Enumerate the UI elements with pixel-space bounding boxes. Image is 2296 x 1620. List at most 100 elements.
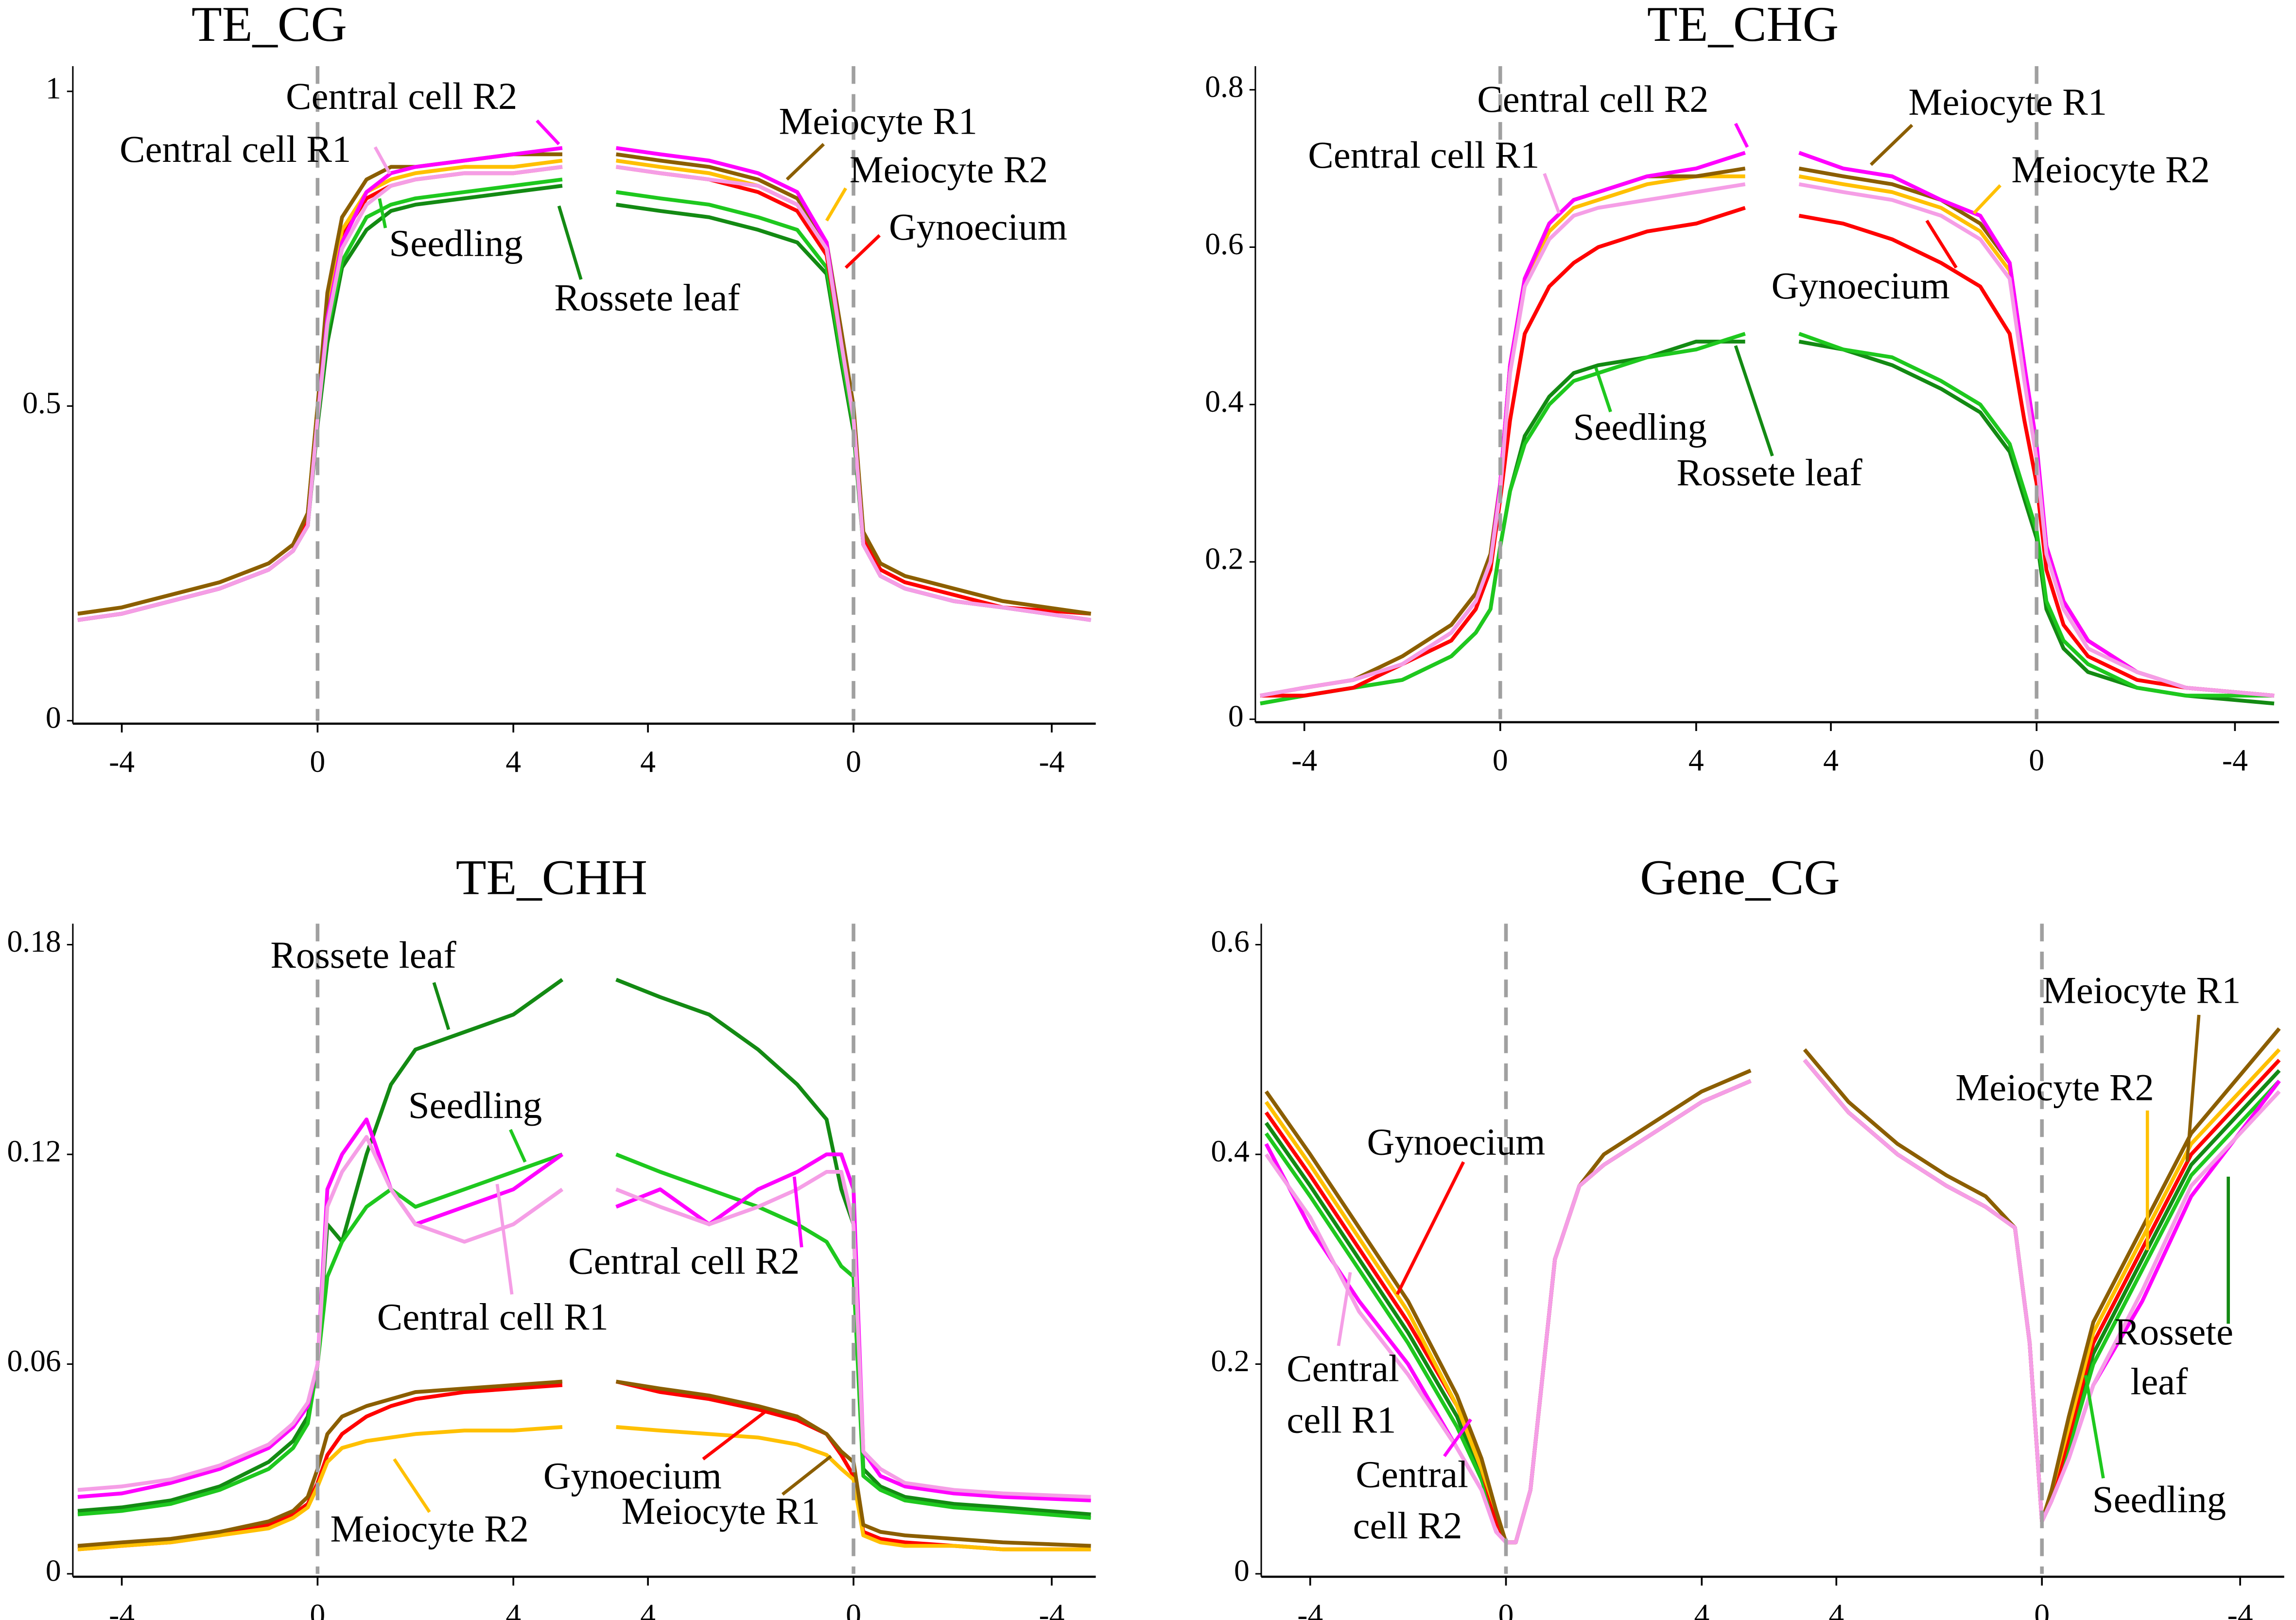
x-tick-label: 4 [505,744,521,779]
annotation: Central [1356,1453,1468,1496]
annotation: Central cell R2 [568,1240,800,1283]
y-tick-label: 1 [46,71,61,105]
annotation: Gynoecium [1367,1121,1545,1163]
x-tick-label: -4 [2227,1597,2253,1620]
pointer-line [785,143,825,181]
x-tick-label: -4 [1297,1597,1323,1620]
series-line [77,1152,1091,1520]
pointer-line [2084,1375,2105,1479]
annotation: Meiocyte R2 [2011,149,2210,191]
annotation: Central [1287,1347,1399,1390]
annotation: Meiocyte R1 [2042,970,2241,1012]
pointer-line [1395,1161,1465,1295]
annotation: Meiocyte R1 [622,1490,820,1533]
y-tick-label: 0.18 [7,924,61,958]
pointer-line [1870,123,1913,166]
annotation: Seedling [1573,406,1707,449]
series-line [1264,1059,2281,1545]
pointer-line [495,1184,514,1295]
annotation: Rossete leaf [554,277,740,319]
annotation: Gynoecium [543,1455,722,1497]
x-tick-label: 4 [1828,1597,1844,1620]
y-tick-label: 0.5 [22,385,61,420]
series-line [77,1135,1091,1499]
y-tick-label: 0.2 [1205,541,1243,576]
pointer-line [1734,345,1774,457]
pointer-line [378,198,387,228]
x-tick-label: -4 [2222,743,2248,777]
annotation: Seedling [389,222,523,264]
annotation: Gynoecium [889,206,1067,248]
annotation: Seedling [2092,1479,2226,1521]
series-line [1260,151,2275,698]
pointer-line [702,1411,766,1461]
x-tick-label: -4 [109,744,135,779]
chart-title: Gene_CG [1640,850,1840,905]
x-tick-label: 0 [1493,743,1508,777]
y-tick-label: 0.4 [1205,384,1243,418]
annotation: Gynoecium [1772,265,1950,307]
x-tick-label: -4 [1039,1597,1064,1620]
chart-title: TE_CG [191,0,347,52]
annotation: Central cell R2 [286,75,517,118]
pointer-line [2185,1014,2201,1162]
y-tick-label: 0.8 [1205,69,1243,104]
x-tick-label: -4 [109,1597,135,1620]
pointer-line [509,1129,527,1163]
y-tick-label: 0.2 [1211,1343,1249,1378]
series-line [1260,166,2275,698]
x-tick-label: 0 [310,1597,326,1620]
annotation: cell R2 [1353,1505,1462,1547]
annotation: Rossete [2114,1311,2233,1353]
pointer-line [792,1176,803,1248]
series-line [1260,182,2275,698]
annotation: Meiocyte R1 [779,100,977,142]
annotation: Central cell R2 [1477,78,1708,121]
series-line [77,165,1092,622]
annotation: Meiocyte R1 [1909,81,2107,123]
pointer-line [1925,220,1958,269]
x-tick-label: 0 [846,744,861,779]
x-tick-label: -4 [1039,744,1064,779]
pointer-line [1337,1272,1352,1346]
annotation: Meiocyte R2 [1955,1066,2154,1109]
y-tick-label: 0.12 [7,1134,61,1168]
pointer-line [557,205,583,280]
x-tick-label: 0 [2034,1597,2050,1620]
x-tick-label: -4 [1291,743,1317,777]
pointer-line [1972,184,2002,215]
pointer-line [781,1455,832,1496]
x-tick-label: 4 [505,1597,521,1620]
y-tick-label: 0.4 [1211,1134,1249,1168]
x-tick-label: 0 [1498,1597,1514,1620]
annotation: Seedling [408,1084,542,1127]
pointer-line [373,146,391,174]
x-tick-label: 0 [310,744,326,779]
series-line [77,184,1092,622]
x-tick-label: 4 [1694,1597,1709,1620]
annotation: Meiocyte R2 [850,149,1048,191]
annotation: Rossete leaf [1676,452,1862,494]
series-line [1260,331,2275,706]
series-line [1260,206,2275,698]
annotation: Central cell R1 [377,1296,609,1339]
annotation: Meiocyte R2 [330,1508,529,1550]
pointer-line [825,187,847,222]
x-tick-label: 0 [2029,743,2044,777]
series-line [77,1425,1091,1551]
annotation: Central cell R1 [120,128,351,171]
y-tick-label: 0.6 [1205,226,1243,261]
pointer-line [844,234,881,269]
pointer-line [1443,1418,1472,1457]
x-tick-label: 4 [1688,743,1704,777]
y-tick-label: 0.6 [1211,924,1249,958]
x-tick-label: 4 [1823,743,1839,777]
x-tick-label: 4 [640,1597,656,1620]
pointer-line [432,982,451,1030]
pointer-line [393,1458,431,1513]
series-line [77,1379,1091,1548]
annotation: leaf [2131,1361,2189,1403]
chart-title: TE_CHG [1647,0,1839,52]
